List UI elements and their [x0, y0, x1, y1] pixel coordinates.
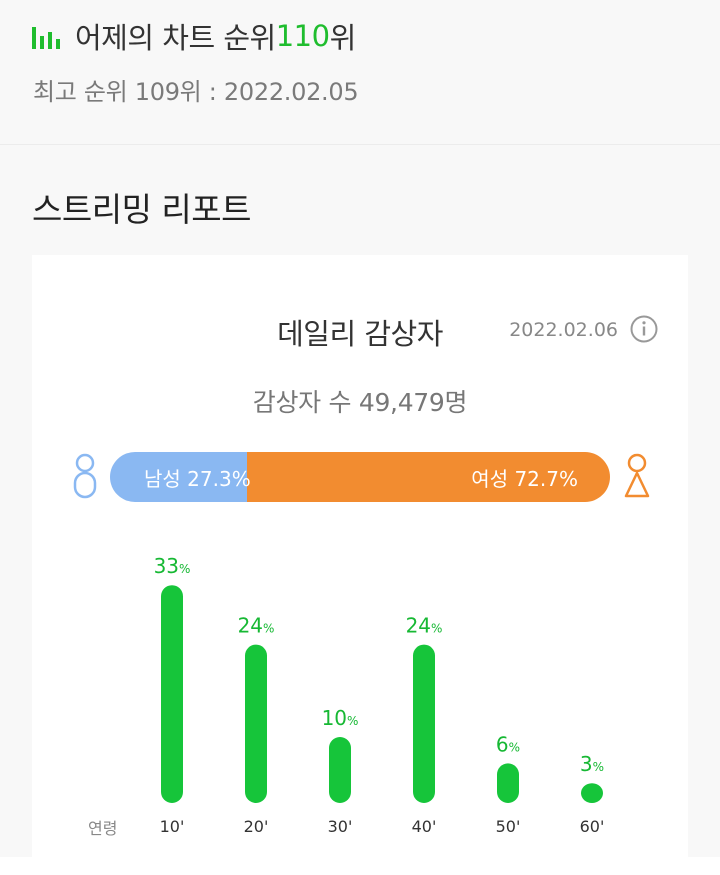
age-bar-2 [329, 737, 351, 803]
age-value-label-0: 33% [154, 554, 191, 578]
male-label: 남성 27.3% [144, 466, 251, 491]
age-category-label-1: 20' [244, 817, 269, 836]
female-label: 여성 72.7% [471, 466, 578, 491]
rank-prefix: 어제의 차트 순위 [75, 21, 276, 55]
streaming-report-section: 스트리밍 리포트 데일리 감상자 2022.02.06 감상자 수 49,479… [0, 145, 720, 875]
daily-listeners-card: 데일리 감상자 2022.02.06 감상자 수 49,479명 남성 27.3… [32, 255, 688, 875]
age-category-label-0: 10' [160, 817, 185, 836]
best-rank: 최고 순위 109위 : 2022.02.05 [33, 78, 359, 106]
age-value-label-3: 24% [406, 614, 443, 638]
age-bar-3 [413, 644, 435, 803]
age-bar-chart: 33% 10' 24% 20' 10% 30' 24% 40' 6% 50' 3% 60' [154, 554, 605, 836]
gender-ratio-bar: 남성 27.3% 여성 72.7% [110, 452, 610, 502]
age-value-label-2: 10% [322, 706, 359, 730]
age-value-label-1: 24% [238, 614, 275, 638]
section-title: 스트리밍 리포트 [32, 190, 252, 229]
age-axis-label: 연령 [88, 819, 118, 838]
age-value-label-5: 3% [580, 752, 604, 776]
male-icon [73, 453, 97, 499]
age-category-label-3: 40' [412, 817, 437, 836]
rank-value: 110 [275, 19, 330, 53]
age-bar-5 [581, 783, 603, 803]
age-category-label-5: 60' [580, 817, 605, 836]
card-title: 데일리 감상자 [277, 317, 443, 351]
female-segment: 여성 72.7% [246, 452, 610, 502]
age-bar-4 [497, 763, 519, 803]
chart-bars-icon [32, 27, 60, 49]
info-icon[interactable] [630, 315, 658, 343]
female-icon [624, 453, 650, 498]
listener-count: 감상자 수 49,479명 [252, 388, 468, 417]
age-category-label-4: 50' [496, 817, 521, 836]
age-bar-0 [161, 585, 183, 803]
age-bar-1 [245, 644, 267, 803]
age-value-label-4: 6% [496, 732, 520, 756]
rank-suffix: 위 [329, 21, 357, 55]
male-segment: 남성 27.3% [110, 452, 251, 502]
yesterday-rank[interactable]: 어제의 차트 순위 110 위 [31, 16, 356, 56]
age-category-label-2: 30' [328, 817, 353, 836]
chart-rank-panel: 어제의 차트 순위 110 위 최고 순위 109위 : 2022.02.05 [0, 0, 720, 145]
card-date: 2022.02.06 [509, 319, 618, 341]
